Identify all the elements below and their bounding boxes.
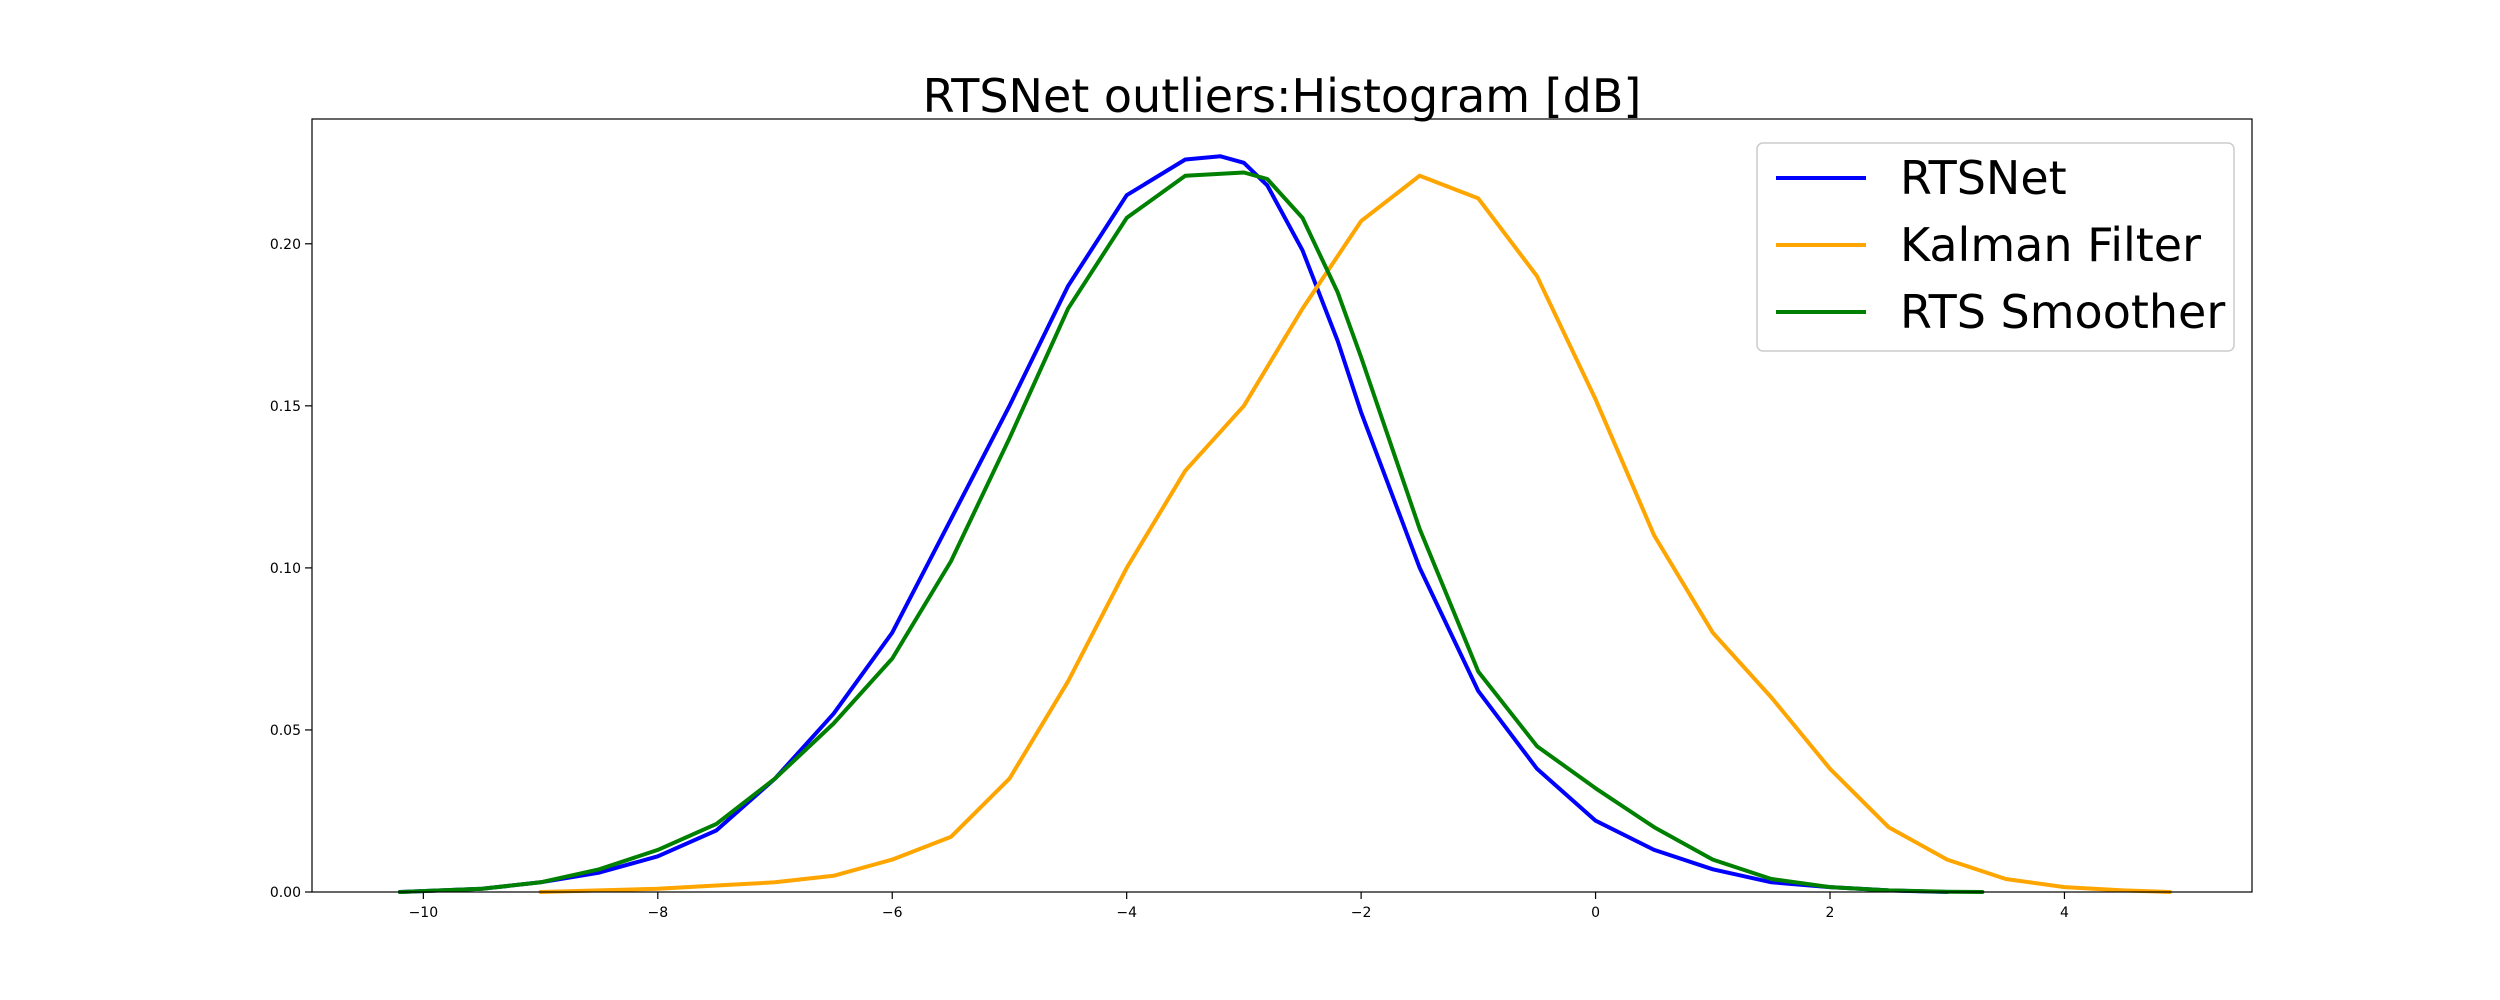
legend-label-1: Kalman Filter xyxy=(1900,218,2201,272)
y-tick-label: 0.00 xyxy=(270,885,301,901)
legend-box xyxy=(1756,142,2235,352)
x-tick-label: −10 xyxy=(409,905,439,921)
y-tick-label: 0.15 xyxy=(270,399,301,415)
y-tick-label: 0.05 xyxy=(270,723,301,739)
x-tick-label: −8 xyxy=(647,905,668,921)
x-tick-label: 0 xyxy=(1591,905,1600,921)
x-tick-label: 4 xyxy=(2060,905,2069,921)
plot-lines xyxy=(397,154,2172,894)
series-line-1 xyxy=(538,173,2172,894)
x-tick-label: −4 xyxy=(1116,905,1137,921)
series-line-0 xyxy=(397,154,1950,894)
y-axis: 0.00 0.05 0.10 0.15 0.20 xyxy=(270,237,312,901)
legend: RTSNet Kalman Filter RTS Smoother xyxy=(1756,142,2235,352)
chart-title: RTSNet outliers:Histogram [dB] xyxy=(923,69,1642,123)
x-tick-label: −6 xyxy=(882,905,903,921)
legend-label-0: RTSNet xyxy=(1900,151,2067,205)
x-tick-label: 2 xyxy=(1826,905,1835,921)
plot-frame xyxy=(311,118,2253,893)
y-tick-label: 0.20 xyxy=(270,237,301,253)
y-tick-label: 0.10 xyxy=(270,561,301,577)
series-line-2 xyxy=(397,170,1985,894)
legend-label-2: RTS Smoother xyxy=(1900,285,2225,339)
x-axis: −10 −8 −6 −4 −2 0 2 4 xyxy=(409,892,2069,921)
x-tick-label: −2 xyxy=(1351,905,1372,921)
